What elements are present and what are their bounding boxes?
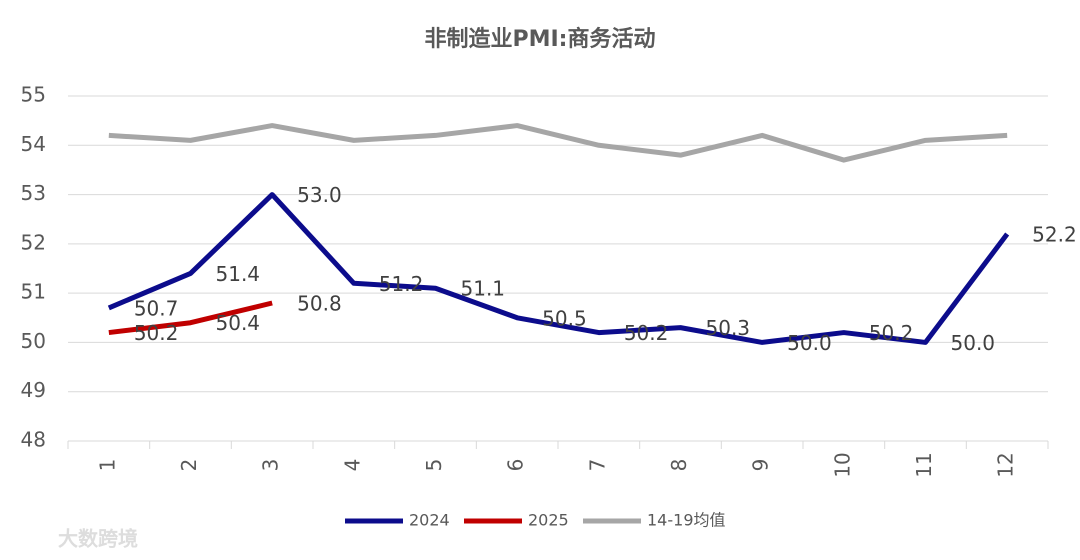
data-label: 51.4 <box>216 262 261 286</box>
y-tick-label: 52 <box>21 230 46 254</box>
y-tick-label: 50 <box>21 329 46 353</box>
data-label: 50.0 <box>787 331 832 355</box>
y-tick-label: 54 <box>21 132 46 156</box>
x-tick-label: 8 <box>667 459 691 472</box>
legend-label: 2024 <box>409 511 450 530</box>
data-label: 50.8 <box>297 292 342 316</box>
line <box>108 123 1008 163</box>
legend-label: 2025 <box>528 511 569 530</box>
x-tick-label: 1 <box>95 459 119 472</box>
x-tick-label: 10 <box>830 452 854 477</box>
x-tick-label: 9 <box>749 459 773 472</box>
line <box>107 192 1010 345</box>
x-tick-label: 12 <box>994 452 1018 477</box>
data-label: 52.2 <box>1032 223 1077 247</box>
x-tick-label: 3 <box>259 459 283 472</box>
data-label: 51.2 <box>379 272 424 296</box>
watermark: 大数跨境 <box>58 527 138 551</box>
data-label: 50.2 <box>869 321 914 345</box>
legend-label: 14-19均值 <box>647 511 726 530</box>
y-tick-label: 49 <box>21 378 46 402</box>
y-tick-label: 53 <box>21 181 46 205</box>
data-label: 50.5 <box>542 306 587 330</box>
x-tick-label: 4 <box>340 459 364 472</box>
x-tick-label: 7 <box>585 459 609 472</box>
data-label: 51.1 <box>461 277 506 301</box>
data-label: 50.7 <box>134 296 179 320</box>
line <box>108 300 273 336</box>
data-label: 50.3 <box>706 316 751 340</box>
y-tick-label: 51 <box>21 280 46 304</box>
y-tick-label: 55 <box>21 83 46 107</box>
data-label: 50.2 <box>134 321 179 345</box>
data-label: 50.2 <box>624 321 669 345</box>
x-tick-label: 11 <box>912 452 936 477</box>
y-tick-label: 48 <box>21 428 46 452</box>
data-label: 50.4 <box>216 311 261 335</box>
x-tick-label: 2 <box>177 459 201 472</box>
x-tick-label: 6 <box>504 459 528 472</box>
chart-title: 非制造业PMI:商务活动 <box>424 26 655 52</box>
data-label: 50.0 <box>951 331 996 355</box>
data-label: 53.0 <box>297 183 342 207</box>
x-tick-label: 5 <box>422 459 446 472</box>
